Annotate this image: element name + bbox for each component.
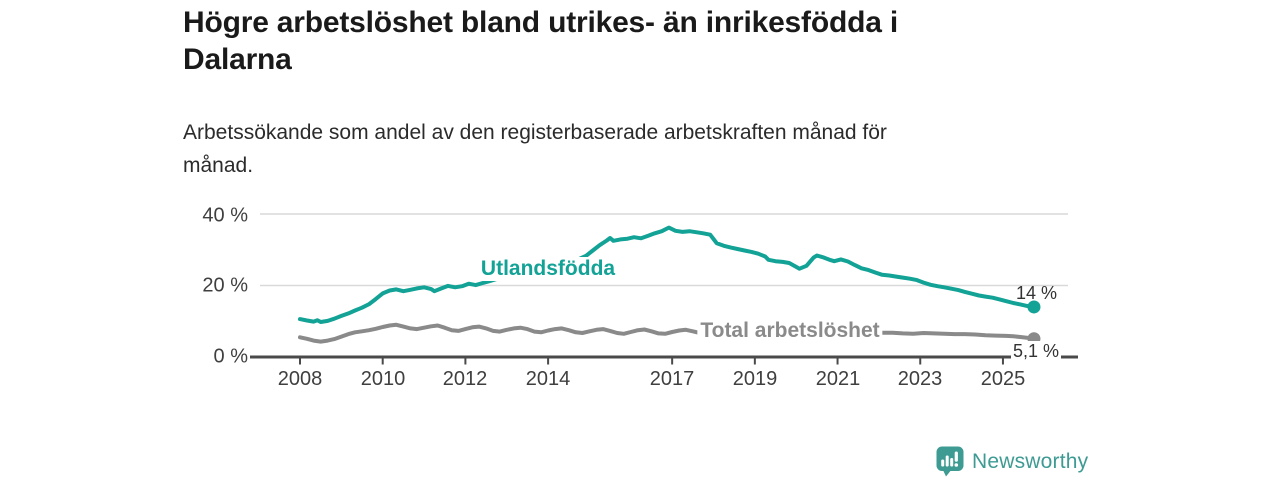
- x-tick-label-2010: 2010: [360, 368, 406, 390]
- y-tick-label-0: 0 %: [213, 345, 248, 368]
- x-tick-label-2014: 2014: [525, 368, 571, 390]
- x-tick-label-2023: 2023: [897, 368, 943, 390]
- y-tick-label-40: 40 %: [202, 204, 248, 227]
- x-tick-label-2017: 2017: [649, 368, 695, 390]
- series-line-total: [298, 322, 1036, 344]
- x-tick-label-2021: 2021: [815, 368, 861, 390]
- series-label-total-arbetsloshet: Total arbetslöshet: [697, 319, 883, 343]
- newsworthy-logo-icon: [936, 446, 964, 477]
- end-value-label-total: 5,1 %: [1011, 341, 1062, 362]
- x-tick-label-2019: 2019: [732, 368, 778, 390]
- y-tick-label-20: 20 %: [202, 274, 248, 296]
- x-tick-label-2025: 2025: [980, 368, 1026, 390]
- chart-subtitle: Arbetssökande som andel av den registerb…: [183, 121, 887, 177]
- x-tick-label-2008: 2008: [277, 368, 323, 390]
- series-end-dot-utlandsfodda: [1027, 300, 1041, 314]
- page-title: Högre arbetslöshet bland utrikes- än inr…: [183, 6, 898, 76]
- series-line-utlandsfodda: [298, 225, 1036, 324]
- brand-name: Newsworthy: [972, 449, 1089, 473]
- end-value-label-utlandsfodda: 14 %: [1016, 283, 1058, 303]
- x-tick-label-2012: 2012: [442, 368, 488, 390]
- brand-footer: Newsworthy: [936, 446, 1088, 477]
- series-label-utlandsfodda: Utlandsfödda: [477, 257, 619, 281]
